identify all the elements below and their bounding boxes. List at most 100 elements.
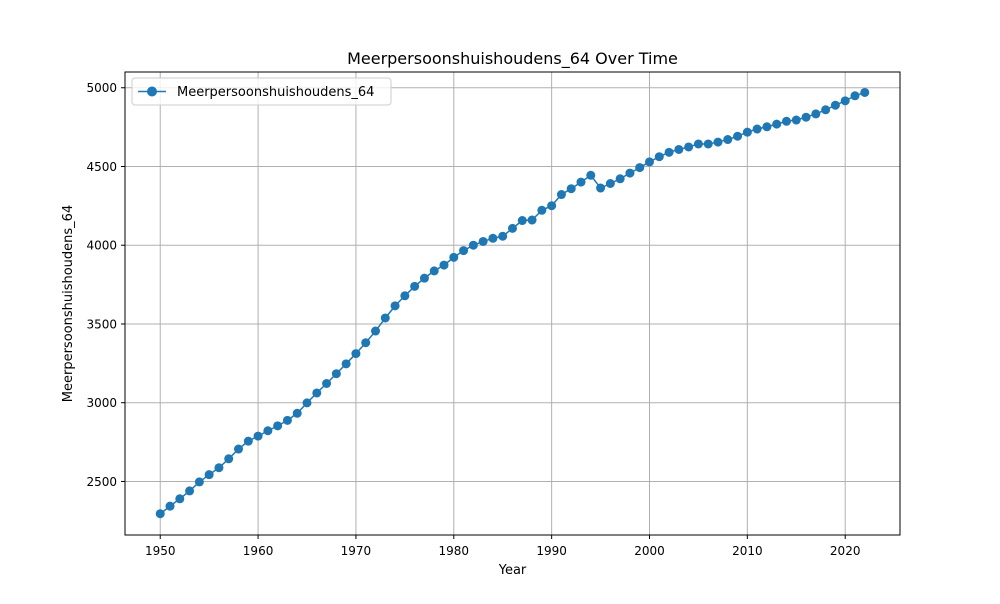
data-point (791, 115, 801, 125)
data-point (478, 236, 488, 246)
x-tick-label: 2020 (830, 544, 861, 558)
data-point (517, 216, 527, 226)
data-point (243, 436, 253, 446)
data-point (830, 100, 840, 110)
data-point (224, 454, 234, 464)
data-point (821, 105, 831, 115)
x-tick-label: 2010 (732, 544, 763, 558)
data-point (322, 379, 332, 388)
legend-box (131, 77, 392, 106)
data-point (449, 252, 459, 262)
x-tick-label: 2000 (634, 544, 665, 558)
data-point (459, 246, 469, 256)
data-point (556, 190, 566, 200)
data-point (537, 205, 547, 215)
y-tick-label: 5000 (86, 81, 117, 95)
data-point (185, 486, 195, 496)
data-point (576, 177, 586, 187)
x-tick-label: 1960 (243, 544, 274, 558)
chart-title: Meerpersoonshuishoudens_64 Over Time (347, 49, 678, 69)
data-point (605, 179, 615, 188)
y-axis-label: Meerpersoonshuishoudens_64 (61, 205, 76, 402)
data-point (302, 398, 312, 408)
data-point (498, 231, 508, 241)
data-point (263, 426, 273, 436)
legend-label: Meerpersoonshuishoudens_64 (177, 85, 374, 100)
data-point (508, 223, 517, 233)
x-tick-label: 1950 (145, 544, 176, 558)
data-point (586, 170, 596, 180)
data-point (439, 260, 449, 270)
data-point (742, 127, 752, 137)
y-tick-label: 3000 (86, 396, 117, 410)
data-point (361, 338, 371, 348)
data-point (175, 494, 185, 504)
data-point (674, 144, 684, 154)
data-point (566, 184, 576, 194)
data-point (840, 96, 850, 106)
data-point (341, 359, 351, 369)
data-point (410, 281, 420, 291)
data-point (850, 91, 860, 101)
y-tick-label: 4500 (86, 160, 117, 174)
data-point (781, 116, 791, 126)
data-point (468, 240, 478, 250)
data-point (733, 131, 743, 141)
x-tick-label: 1990 (536, 544, 567, 558)
data-point (527, 215, 537, 225)
data-point (713, 137, 723, 147)
data-point (860, 87, 870, 97)
data-point (204, 470, 214, 480)
data-point (165, 501, 175, 511)
data-point (644, 157, 654, 167)
grid-lines (125, 72, 900, 535)
data-point (312, 388, 322, 398)
data-point (664, 147, 674, 157)
data-point (615, 174, 625, 184)
data-point (801, 112, 811, 122)
data-point (351, 349, 361, 359)
data-point (429, 266, 439, 276)
y-tick-label: 4000 (86, 239, 117, 253)
data-point (762, 122, 772, 132)
y-tick-label: 2500 (86, 475, 117, 489)
data-point (390, 301, 400, 311)
data-point (752, 124, 762, 134)
data-point (214, 463, 224, 473)
data-point (654, 152, 664, 162)
data-point (772, 119, 782, 129)
data-point (155, 509, 165, 519)
data-point (547, 201, 557, 211)
y-tick-label: 3500 (86, 317, 117, 331)
data-point (282, 415, 292, 425)
data-point (253, 431, 263, 441)
axis-ticks: 1950 1960 1970 1980 1990 2000 2010 2020 2500 3000… (86, 81, 860, 558)
data-point (811, 109, 821, 119)
plot-area-frame (124, 71, 901, 536)
x-tick-label: 1980 (439, 544, 470, 558)
data-point (331, 369, 341, 379)
data-point (194, 477, 204, 487)
data-point (419, 273, 429, 283)
data-point (693, 139, 703, 149)
data-point (723, 135, 733, 145)
data-point (488, 233, 498, 243)
data-point (234, 444, 244, 454)
data-point (400, 291, 410, 301)
legend: Meerpersoonshuishoudens_64 (131, 77, 392, 106)
data-point (371, 326, 381, 336)
legend-marker-swatch (147, 86, 157, 97)
series-group (155, 87, 870, 519)
x-axis-label: Year (498, 563, 527, 578)
data-point (292, 408, 302, 418)
data-point (273, 421, 283, 431)
data-point (380, 313, 390, 323)
data-point (703, 139, 713, 149)
x-tick-label: 1970 (341, 544, 372, 558)
data-point (635, 163, 645, 173)
data-point (625, 168, 635, 178)
data-point (684, 142, 694, 152)
data-point (596, 183, 606, 193)
